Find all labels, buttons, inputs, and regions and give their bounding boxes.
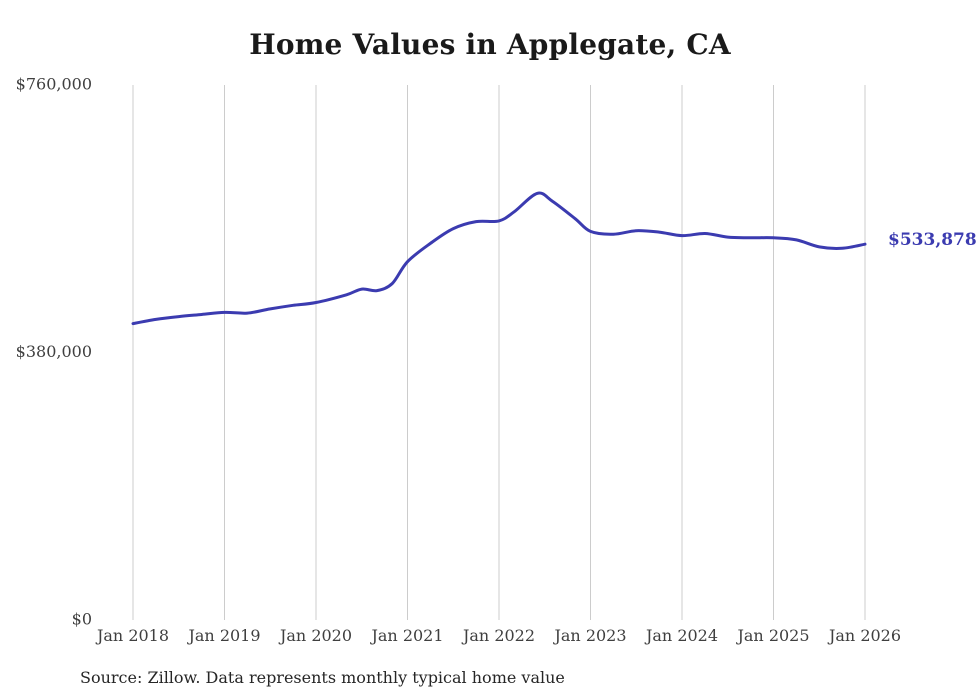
- x-tick-label: Jan 2023: [552, 626, 626, 645]
- x-tick-label: Jan 2018: [95, 626, 169, 645]
- x-axis-tick-labels: Jan 2018 Jan 2019 Jan 2020 Jan 2021 Jan 2022…: [95, 626, 901, 645]
- value-line-series: [131, 191, 867, 326]
- x-tick-label: Jan 2021: [369, 626, 443, 645]
- gridlines: [132, 85, 866, 620]
- y-tick-label: $0: [72, 610, 92, 629]
- x-tick-label: Jan 2020: [278, 626, 352, 645]
- home-value-line: [131, 191, 867, 326]
- chart-title: Home Values in Applegate, CA: [249, 28, 731, 61]
- source-note: Source: Zillow. Data represents monthly …: [80, 668, 565, 687]
- x-tick-label: Jan 2022: [461, 626, 535, 645]
- y-tick-label: $760,000: [16, 75, 92, 94]
- y-tick-label: $380,000: [16, 342, 92, 361]
- x-tick-label: Jan 2025: [735, 626, 809, 645]
- x-tick-label: Jan 2026: [827, 626, 901, 645]
- y-axis-tick-labels: $0 $380,000 $760,000: [16, 75, 92, 629]
- end-value-label: $533,878: [888, 230, 977, 250]
- x-tick-label: Jan 2019: [186, 626, 260, 645]
- x-tick-label: Jan 2024: [644, 626, 718, 645]
